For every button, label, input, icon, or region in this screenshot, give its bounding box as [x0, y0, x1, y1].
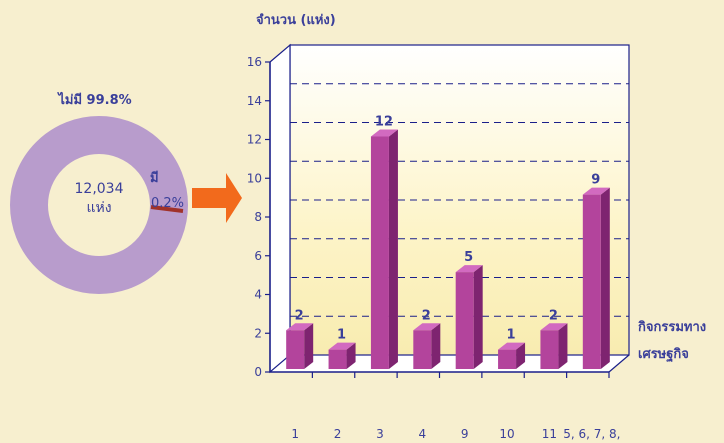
x-tick-label: 3: [376, 427, 384, 441]
bar-top: [540, 323, 568, 331]
bar-side: [346, 342, 356, 369]
donut-none-label: ไม่มี 99.8%: [56, 91, 131, 108]
bar: [455, 272, 474, 369]
y-tick-label: 16: [247, 55, 262, 69]
x-tick-label: 1: [291, 427, 299, 441]
y-tick-label: 8: [254, 210, 262, 224]
x-tick-label: 10: [499, 427, 514, 441]
x-tick-label: 9: [461, 427, 469, 441]
x-tick-label: 2: [334, 427, 342, 441]
donut-have-pct: 0.2%: [151, 196, 184, 211]
data-label: 5: [464, 250, 473, 265]
gridlines: [290, 44, 629, 317]
x-tick-label: 5, 6, 7, 8,: [563, 427, 620, 441]
bar-top: [582, 187, 610, 195]
donut-slice-have: [150, 205, 184, 213]
y-tick-label: 0: [254, 365, 262, 379]
data-label: 2: [422, 308, 431, 323]
x-axis-title-line1: กิจกรรมทาง: [638, 320, 706, 335]
bar-top: [413, 323, 441, 331]
y-tick-label: 6: [254, 249, 262, 263]
y-tick-labels: 0 2 4 6 8 10 12 14 16: [247, 55, 262, 379]
chart-floor: [270, 355, 629, 372]
donut-have-label: มี: [150, 170, 159, 186]
x-axis-title-line2: เศรษฐกิจ: [638, 347, 689, 363]
bar-side: [600, 187, 610, 369]
bar-side: [388, 129, 398, 369]
data-label: 12: [375, 115, 393, 130]
donut-ring-none: [10, 116, 188, 294]
bar-top: [455, 265, 483, 273]
x-tick-labels: 1 2 3 4 9 10 11 5, 6, 7, 8,: [291, 427, 620, 441]
data-label: 2: [549, 308, 558, 323]
y-tick-label: 10: [247, 171, 262, 185]
donut-chart: 12,034 แห่ง ไม่มี 99.8% มี 0.2%: [10, 91, 188, 294]
arrow-icon: [192, 173, 242, 223]
y-tick-label: 14: [247, 94, 262, 108]
y-axis-title: จำนวน (แห่ง): [256, 12, 336, 28]
data-label: 1: [337, 328, 346, 343]
y-tick-label: 4: [254, 288, 262, 302]
bar: [370, 136, 389, 369]
bar: [413, 330, 432, 369]
y-tick-label: 12: [247, 133, 262, 147]
bar-top: [370, 129, 398, 137]
x-axis-edge: [608, 354, 630, 373]
chart-side-wall: [269, 43, 291, 374]
bar-side: [304, 323, 314, 369]
bar-top: [286, 323, 314, 331]
bar-top: [328, 342, 356, 350]
bars: [286, 129, 610, 369]
donut-center-value: 12,034: [75, 181, 124, 197]
bar: [498, 349, 517, 369]
bar: [582, 194, 601, 369]
donut-center-unit: แห่ง: [86, 200, 111, 216]
data-label: 9: [591, 173, 600, 188]
x-tick-label: 11: [542, 427, 557, 441]
axes: [265, 61, 630, 378]
bar-side: [516, 342, 526, 369]
y-tick-label: 2: [254, 326, 262, 340]
bar: [286, 330, 305, 369]
data-label: 2: [295, 308, 304, 323]
bar-side: [558, 323, 568, 369]
data-label: 1: [507, 328, 516, 343]
bar-top: [498, 342, 526, 350]
bar-side: [473, 265, 483, 369]
x-tick-label: 4: [418, 427, 426, 441]
bar-side: [431, 323, 441, 369]
bar: [540, 330, 559, 369]
bar: [328, 349, 347, 369]
